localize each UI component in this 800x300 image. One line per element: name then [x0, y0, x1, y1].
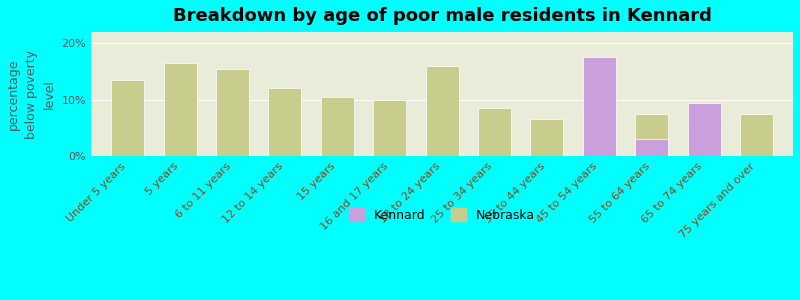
- Bar: [478, 108, 511, 156]
- Title: Breakdown by age of poor male residents in Kennard: Breakdown by age of poor male residents …: [173, 7, 711, 25]
- Bar: [582, 114, 616, 156]
- Bar: [740, 114, 773, 156]
- Bar: [530, 119, 563, 156]
- Bar: [164, 63, 197, 156]
- Bar: [216, 69, 249, 156]
- Bar: [111, 80, 144, 156]
- Bar: [635, 139, 668, 156]
- Bar: [373, 100, 406, 156]
- Bar: [269, 88, 302, 156]
- Bar: [426, 66, 458, 156]
- Bar: [582, 57, 616, 156]
- Y-axis label: percentage
below poverty
level: percentage below poverty level: [7, 50, 56, 139]
- Bar: [687, 122, 721, 156]
- Bar: [635, 114, 668, 156]
- Bar: [321, 97, 354, 156]
- Legend: Kennard, Nebraska: Kennard, Nebraska: [344, 203, 540, 227]
- Bar: [687, 103, 721, 156]
